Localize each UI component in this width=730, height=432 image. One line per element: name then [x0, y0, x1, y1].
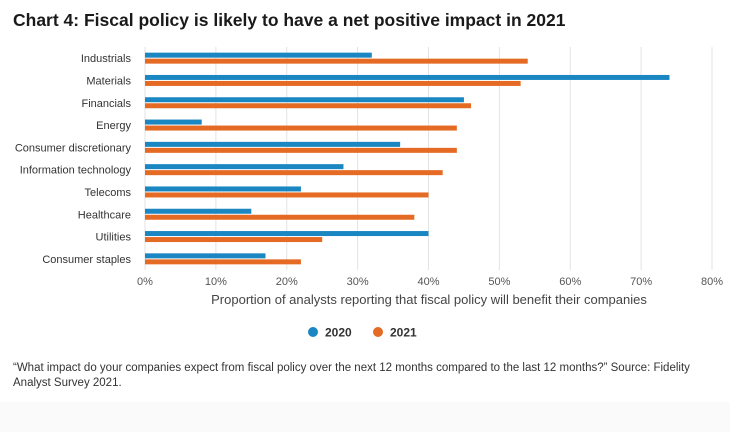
legend-marker-2021 [373, 327, 383, 337]
legend: 2020 2021 [308, 326, 417, 340]
chart-title: Chart 4: Fiscal policy is likely to have… [13, 10, 566, 30]
x-tick-label: 80% [701, 276, 723, 288]
x-tick-labels: 0% 10% 20% 30% 40% 50% 60% 70% 80% [137, 276, 723, 288]
category-label: Consumer staples [42, 254, 131, 266]
bar-2021-energy [145, 125, 457, 131]
bar-2020-financials [145, 97, 464, 103]
category-label: Utilities [96, 232, 132, 244]
bar-2021-utilities [145, 237, 323, 243]
category-labels: Industrials Materials Financials Energy Cons… [15, 53, 132, 266]
legend-label-2020: 2020 [325, 326, 352, 340]
x-tick-label: 10% [205, 276, 227, 288]
source-note: “What impact do your companies expect fr… [13, 362, 690, 389]
bar-2021-healthcare [145, 214, 415, 220]
bar-2020-energy [145, 119, 202, 125]
category-label: Consumer discretionary [15, 142, 132, 154]
x-tick-label: 60% [559, 276, 581, 288]
category-label: Industrials [81, 53, 132, 65]
gridlines [144, 47, 713, 270]
bar-2020-healthcare [145, 208, 252, 214]
bar-2021-telecoms [145, 192, 429, 198]
bars [145, 52, 670, 265]
x-tick-label: 70% [630, 276, 652, 288]
bar-2020-information-technology [145, 164, 344, 170]
category-label: Materials [86, 75, 131, 87]
bar-2021-consumer-staples [145, 259, 301, 265]
category-label: Telecoms [85, 187, 132, 199]
legend-label-2021: 2021 [390, 326, 417, 340]
bar-2020-utilities [145, 231, 429, 237]
bar-chart: Industrials Materials Financials Energy Cons… [15, 47, 723, 340]
x-axis-label: Proportion of analysts reporting that fi… [211, 292, 647, 307]
bar-2021-industrials [145, 58, 528, 64]
bar-2020-consumer-discretionary [145, 141, 401, 147]
x-tick-label: 50% [488, 276, 510, 288]
x-tick-label: 20% [276, 276, 298, 288]
x-tick-label: 40% [417, 276, 439, 288]
bar-2021-financials [145, 103, 472, 109]
x-tick-label: 30% [347, 276, 369, 288]
footer-band [0, 402, 730, 432]
category-label: Financials [81, 98, 131, 110]
category-label: Information technology [20, 165, 132, 177]
legend-marker-2020 [308, 327, 318, 337]
bar-2020-materials [145, 74, 670, 80]
bar-2021-consumer-discretionary [145, 147, 457, 153]
bar-2021-materials [145, 80, 521, 86]
category-label: Healthcare [78, 209, 131, 221]
category-label: Energy [96, 120, 131, 132]
x-tick-label: 0% [137, 276, 153, 288]
bar-2020-telecoms [145, 186, 301, 192]
bar-2020-consumer-staples [145, 253, 266, 259]
bar-2021-information-technology [145, 170, 443, 176]
bar-2020-industrials [145, 52, 372, 58]
